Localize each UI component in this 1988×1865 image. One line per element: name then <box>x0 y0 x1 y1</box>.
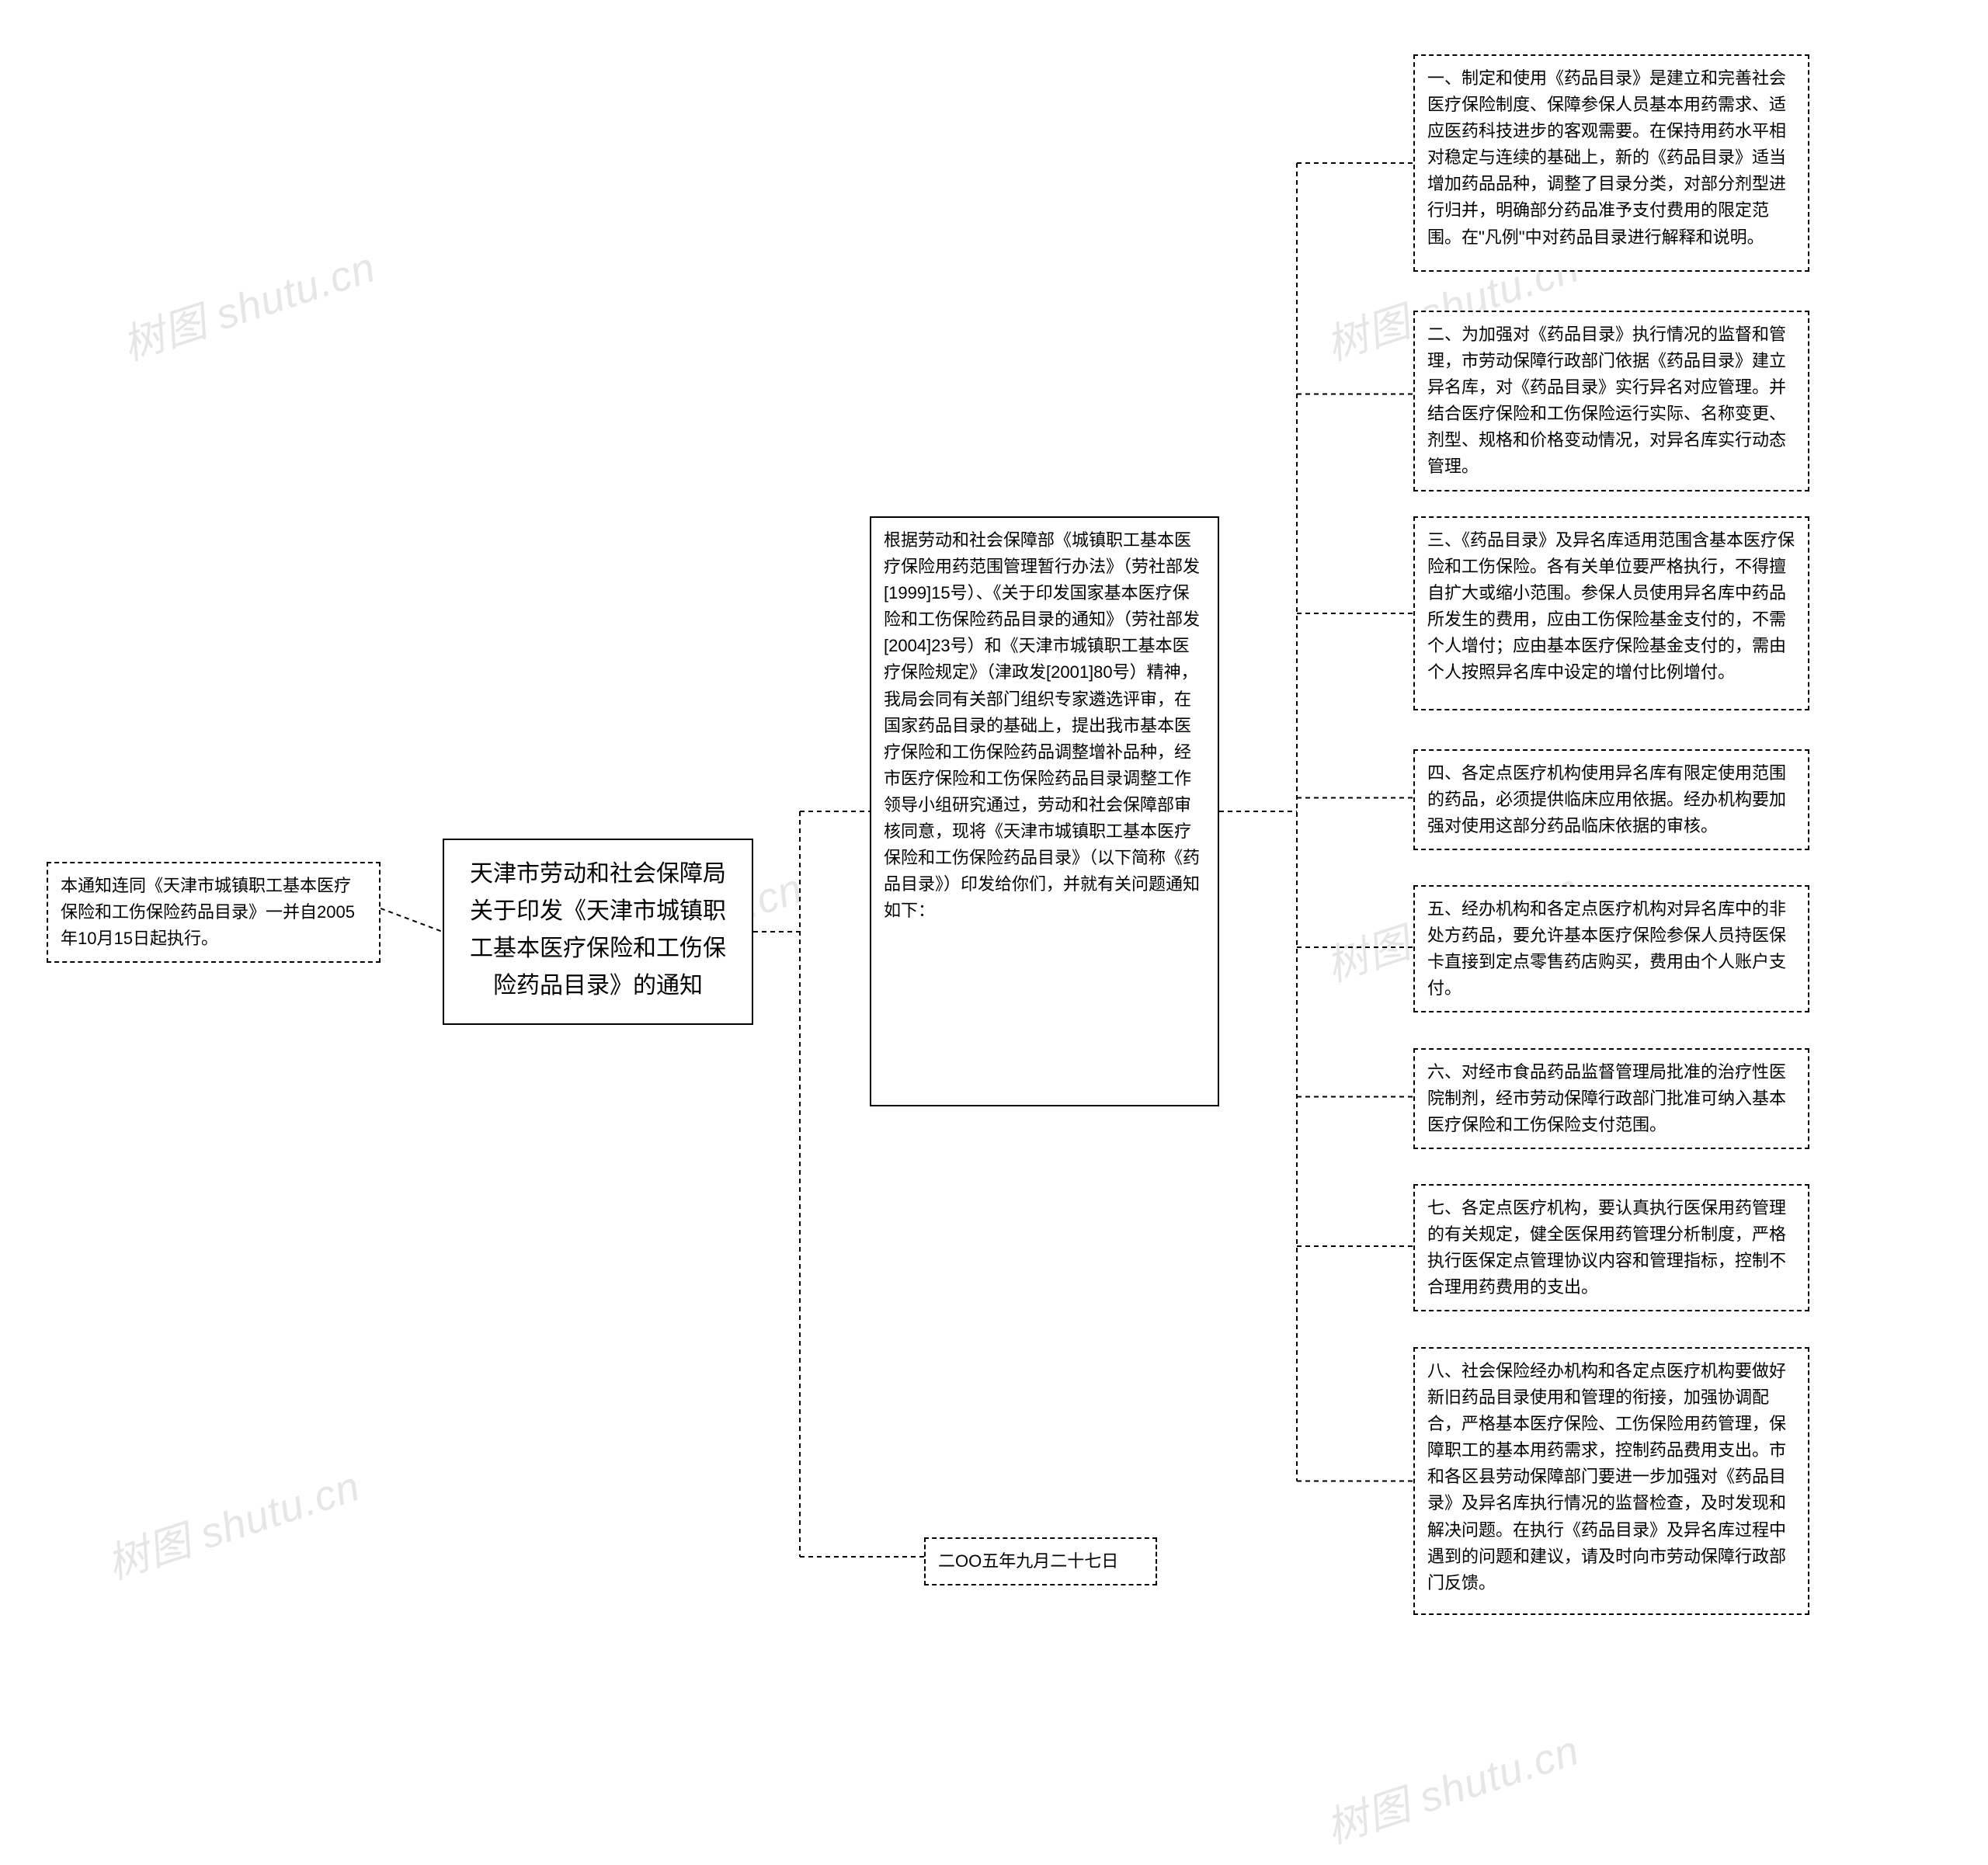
item-text: 七、各定点医疗机构，要认真执行医保用药管理的有关规定，健全医保用药管理分析制度，… <box>1427 1198 1786 1297</box>
left-node: 本通知连同《天津市城镇职工基本医疗保险和工伤保险药品目录》一并自2005年10月… <box>47 862 381 963</box>
item-node-2: 二、为加强对《药品目录》执行情况的监督和管理，市劳动保障行政部门依据《药品目录》… <box>1413 311 1809 491</box>
item-node-4: 四、各定点医疗机构使用异名库有限定使用范围的药品，必须提供临床应用依据。经办机构… <box>1413 749 1809 850</box>
date-node: 二OO五年九月二十七日 <box>924 1537 1157 1585</box>
left-text: 本通知连同《天津市城镇职工基本医疗保险和工伤保险药品目录》一并自2005年10月… <box>61 876 355 948</box>
item-node-6: 六、对经市食品药品监督管理局批准的治疗性医院制剂，经市劳动保障行政部门批准可纳入… <box>1413 1048 1809 1149</box>
item-node-8: 八、社会保险经办机构和各定点医疗机构要做好新旧药品目录使用和管理的衔接，加强协调… <box>1413 1347 1809 1615</box>
watermark: 树图 shutu.cn <box>1317 1716 1586 1856</box>
watermark: 树图 shutu.cn <box>113 233 382 373</box>
center-node: 天津市劳动和社会保障局关于印发《天津市城镇职工基本医疗保险和工伤保险药品目录》的… <box>443 839 753 1025</box>
item-text: 六、对经市食品药品监督管理局批准的治疗性医院制剂，经市劳动保障行政部门批准可纳入… <box>1427 1062 1786 1134</box>
item-node-1: 一、制定和使用《药品目录》是建立和完善社会医疗保险制度、保障参保人员基本用药需求… <box>1413 54 1809 272</box>
item-text: 八、社会保险经办机构和各定点医疗机构要做好新旧药品目录使用和管理的衔接，加强协调… <box>1427 1361 1786 1592</box>
item-text: 二、为加强对《药品目录》执行情况的监督和管理，市劳动保障行政部门依据《药品目录》… <box>1427 325 1786 476</box>
item-text: 四、各定点医疗机构使用异名库有限定使用范围的药品，必须提供临床应用依据。经办机构… <box>1427 763 1786 835</box>
item-text: 一、制定和使用《药品目录》是建立和完善社会医疗保险制度、保障参保人员基本用药需求… <box>1427 68 1786 247</box>
watermark: 树图 shutu.cn <box>98 1452 367 1592</box>
date-text: 二OO五年九月二十七日 <box>938 1551 1118 1571</box>
item-node-5: 五、经办机构和各定点医疗机构对异名库中的非处方药品，要允许基本医疗保险参保人员持… <box>1413 885 1809 1012</box>
item-text: 三、《药品目录》及异名库适用范围含基本医疗保险和工伤保险。各有关单位要严格执行，… <box>1427 530 1795 682</box>
intro-text: 根据劳动和社会保障部《城镇职工基本医疗保险用药范围管理暂行办法》（劳社部发[19… <box>884 530 1200 920</box>
item-text: 五、经办机构和各定点医疗机构对异名库中的非处方药品，要允许基本医疗保险参保人员持… <box>1427 899 1786 998</box>
center-text: 天津市劳动和社会保障局关于印发《天津市城镇职工基本医疗保险和工伤保险药品目录》的… <box>470 861 726 998</box>
item-node-3: 三、《药品目录》及异名库适用范围含基本医疗保险和工伤保险。各有关单位要严格执行，… <box>1413 516 1809 710</box>
item-node-7: 七、各定点医疗机构，要认真执行医保用药管理的有关规定，健全医保用药管理分析制度，… <box>1413 1184 1809 1311</box>
intro-node: 根据劳动和社会保障部《城镇职工基本医疗保险用药范围管理暂行办法》（劳社部发[19… <box>870 516 1219 1106</box>
